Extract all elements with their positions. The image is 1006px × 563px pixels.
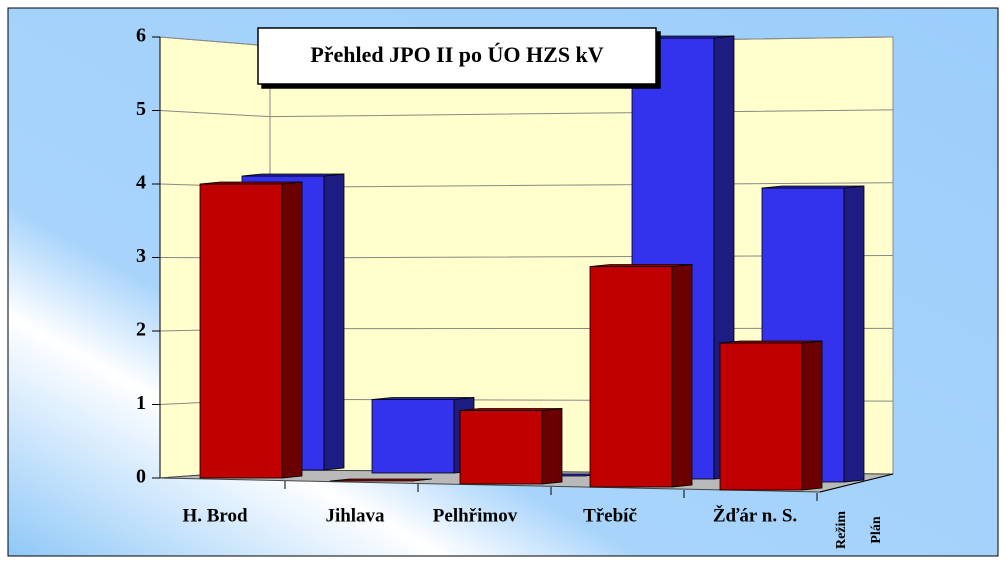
- series-label: Režim: [834, 511, 849, 549]
- bar-top: [371, 397, 475, 400]
- x-tick-label: H. Brod: [182, 505, 248, 526]
- bar-side: [323, 173, 345, 471]
- y-tick-label: 5: [136, 98, 146, 120]
- series-label: Plán: [869, 516, 884, 543]
- bar-top: [459, 408, 563, 411]
- bar-top: [589, 264, 693, 267]
- chart-title: Přehled JPO II po ÚO HZS kV: [310, 42, 603, 67]
- bar-top: [719, 340, 823, 344]
- x-tick-label: Třebíč: [583, 505, 637, 526]
- title-box: [257, 27, 657, 85]
- y-tick-label: 4: [136, 172, 146, 194]
- depth-axis: [819, 473, 894, 493]
- y-tick-label: 3: [136, 245, 146, 267]
- bar-side: [801, 340, 823, 491]
- bar: [459, 410, 543, 485]
- y-tick-label: 1: [136, 392, 146, 414]
- bar: [199, 183, 283, 479]
- x-tick-label: Pelhřimov: [433, 505, 518, 526]
- y-tick-label: 6: [136, 25, 146, 47]
- bar-side: [843, 185, 865, 483]
- bar-side: [281, 181, 303, 479]
- bar: [719, 342, 803, 491]
- bar-top: [241, 173, 345, 177]
- bar: [589, 266, 673, 488]
- bar-top: [329, 478, 433, 482]
- x-tick-label: Jihlava: [325, 505, 385, 526]
- y-tick-label: 0: [136, 466, 146, 488]
- y-tick-label: 2: [136, 319, 146, 341]
- bar: [371, 399, 455, 474]
- x-tick-label: Žďár n. S.: [713, 504, 797, 526]
- bar-top: [761, 185, 865, 189]
- bar-top: [199, 181, 303, 185]
- bar-side: [541, 408, 563, 485]
- bar-side: [671, 264, 693, 488]
